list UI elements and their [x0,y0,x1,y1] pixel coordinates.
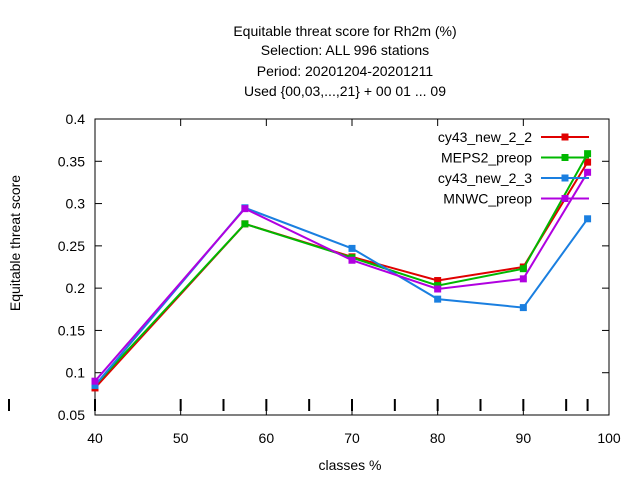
tick-labels: 0.05 0.1 0.15 0.2 0.25 0.3 0.35 0.4 40 50 60 70 80 90… [58,111,621,446]
data-point [434,295,442,303]
chart-title: Equitable threat score for Rh2m (%) Sele… [233,23,456,99]
data-point [519,275,527,283]
series-line-MEPS2_preop [94,153,589,387]
legend: cy43_new_2_2 MEPS2_preop cy43_new_2_3 MNWC_… [438,129,589,207]
y-tick-label: 0.4 [66,111,86,127]
series-group [91,150,592,392]
data-point [348,256,356,264]
legend-swatch-marker [561,154,569,161]
title-line-4: Used {00,03,...,21} + 00 01 ... 09 [244,83,446,99]
title-line-2: Selection: ALL 996 stations [261,42,429,58]
x-tick-label: 80 [430,430,446,446]
data-point [584,168,592,176]
data-point [584,158,592,166]
x-axis-label: classes % [318,457,381,473]
y-tick-label: 0.15 [58,322,85,338]
data-point [91,381,99,389]
legend-label: MEPS2_preop [441,150,532,166]
y-tick-label: 0.35 [58,153,85,169]
legend-swatch-marker [561,195,569,202]
data-point [584,215,592,223]
data-point [91,377,99,385]
y-tick-label: 0.05 [58,407,85,423]
x-tick-label: 100 [597,430,621,446]
x-tick-label: 90 [516,430,532,446]
x-tick-label: 50 [173,430,189,446]
legend-swatch-marker [561,133,569,141]
y-tick-label: 0.2 [66,280,86,296]
series-line-MNWC_preop [94,171,589,382]
data-point [241,205,249,213]
legend-label: MNWC_preop [443,191,532,207]
class-marks [8,399,589,411]
y-tick-label: 0.25 [58,238,85,254]
legend-swatch-marker [561,174,569,182]
data-point [241,220,249,228]
y-axis-label: Equitable threat score [7,175,23,311]
axis-ticks [94,118,610,416]
data-point [519,265,527,273]
data-point [584,150,592,158]
data-point [434,285,442,293]
data-point [434,277,442,285]
x-tick-label: 60 [259,430,275,446]
data-point [348,244,356,252]
x-tick-label: 40 [87,430,103,446]
x-tick-label: 70 [344,430,360,446]
title-line-3: Period: 20201204-20201211 [257,63,434,79]
legend-label: cy43_new_2_2 [438,129,532,145]
data-point [519,304,527,312]
legend-label: cy43_new_2_3 [438,170,532,186]
y-tick-label: 0.3 [66,196,86,212]
title-line-1: Equitable threat score for Rh2m (%) [233,23,456,39]
y-tick-label: 0.1 [66,365,86,381]
